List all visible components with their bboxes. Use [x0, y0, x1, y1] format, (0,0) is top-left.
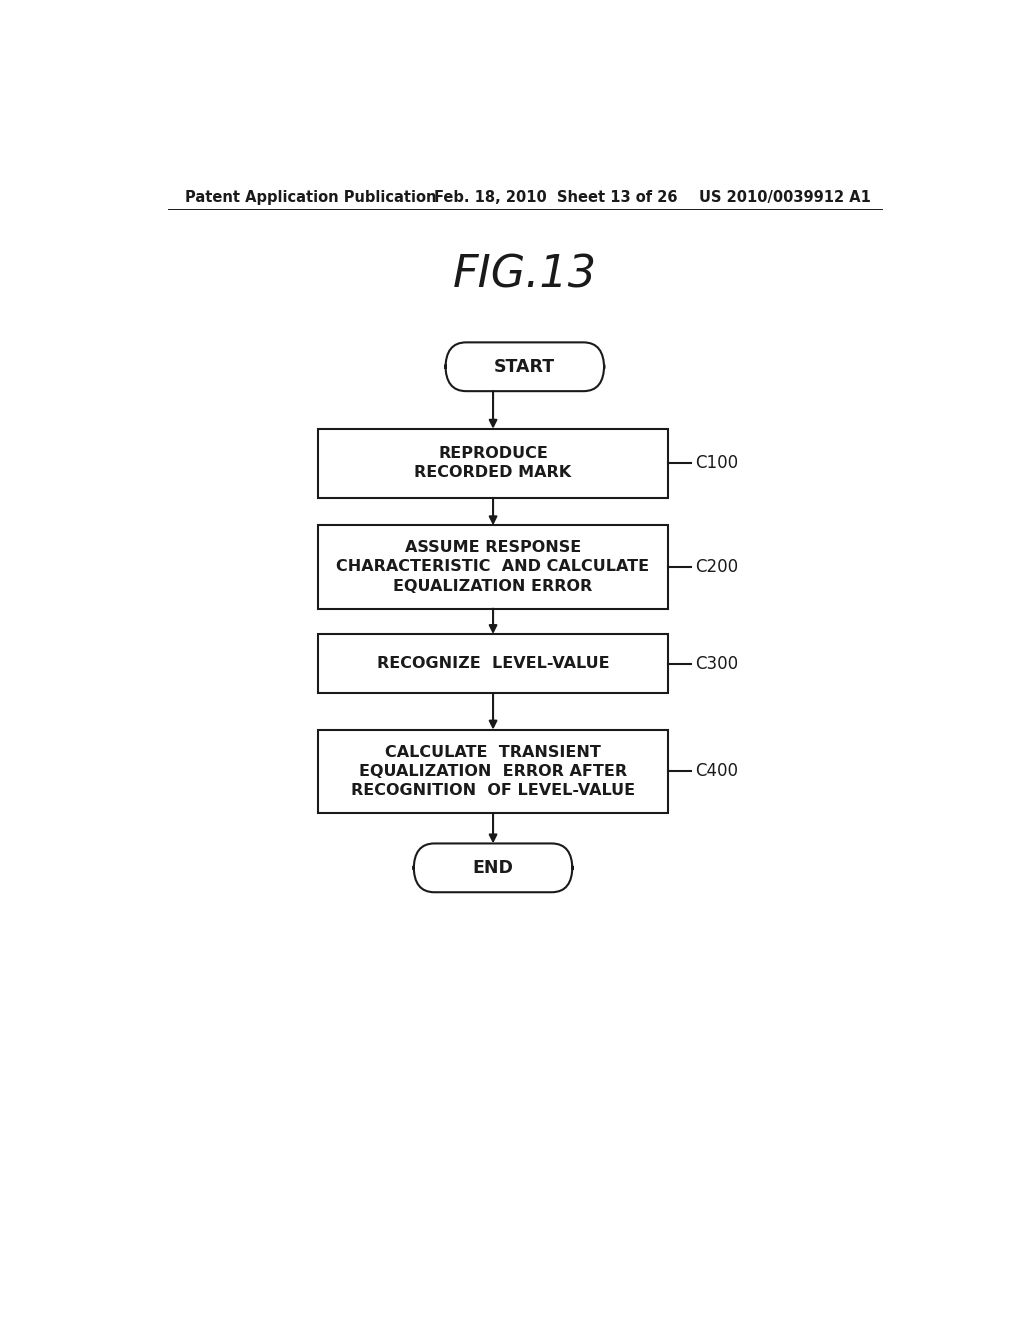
Text: RECOGNIZE  LEVEL-VALUE: RECOGNIZE LEVEL-VALUE [377, 656, 609, 671]
Text: START: START [495, 358, 555, 376]
FancyBboxPatch shape [318, 634, 668, 693]
Text: US 2010/0039912 A1: US 2010/0039912 A1 [699, 190, 871, 205]
Text: C200: C200 [695, 558, 738, 576]
FancyBboxPatch shape [445, 342, 604, 391]
Text: FIG.13: FIG.13 [453, 253, 597, 297]
Text: C400: C400 [695, 762, 738, 780]
FancyBboxPatch shape [318, 730, 668, 813]
Text: REPRODUCE
RECORDED MARK: REPRODUCE RECORDED MARK [415, 446, 571, 480]
Text: END: END [473, 859, 513, 876]
Text: ASSUME RESPONSE
CHARACTERISTIC  AND CALCULATE
EQUALIZATION ERROR: ASSUME RESPONSE CHARACTERISTIC AND CALCU… [337, 540, 649, 594]
Text: CALCULATE  TRANSIENT
EQUALIZATION  ERROR AFTER
RECOGNITION  OF LEVEL-VALUE: CALCULATE TRANSIENT EQUALIZATION ERROR A… [351, 744, 635, 799]
FancyBboxPatch shape [318, 429, 668, 498]
FancyBboxPatch shape [414, 843, 572, 892]
Text: C300: C300 [695, 655, 738, 673]
Text: C100: C100 [695, 454, 738, 473]
Text: Patent Application Publication: Patent Application Publication [185, 190, 436, 205]
Text: Feb. 18, 2010  Sheet 13 of 26: Feb. 18, 2010 Sheet 13 of 26 [433, 190, 677, 205]
FancyBboxPatch shape [318, 525, 668, 609]
